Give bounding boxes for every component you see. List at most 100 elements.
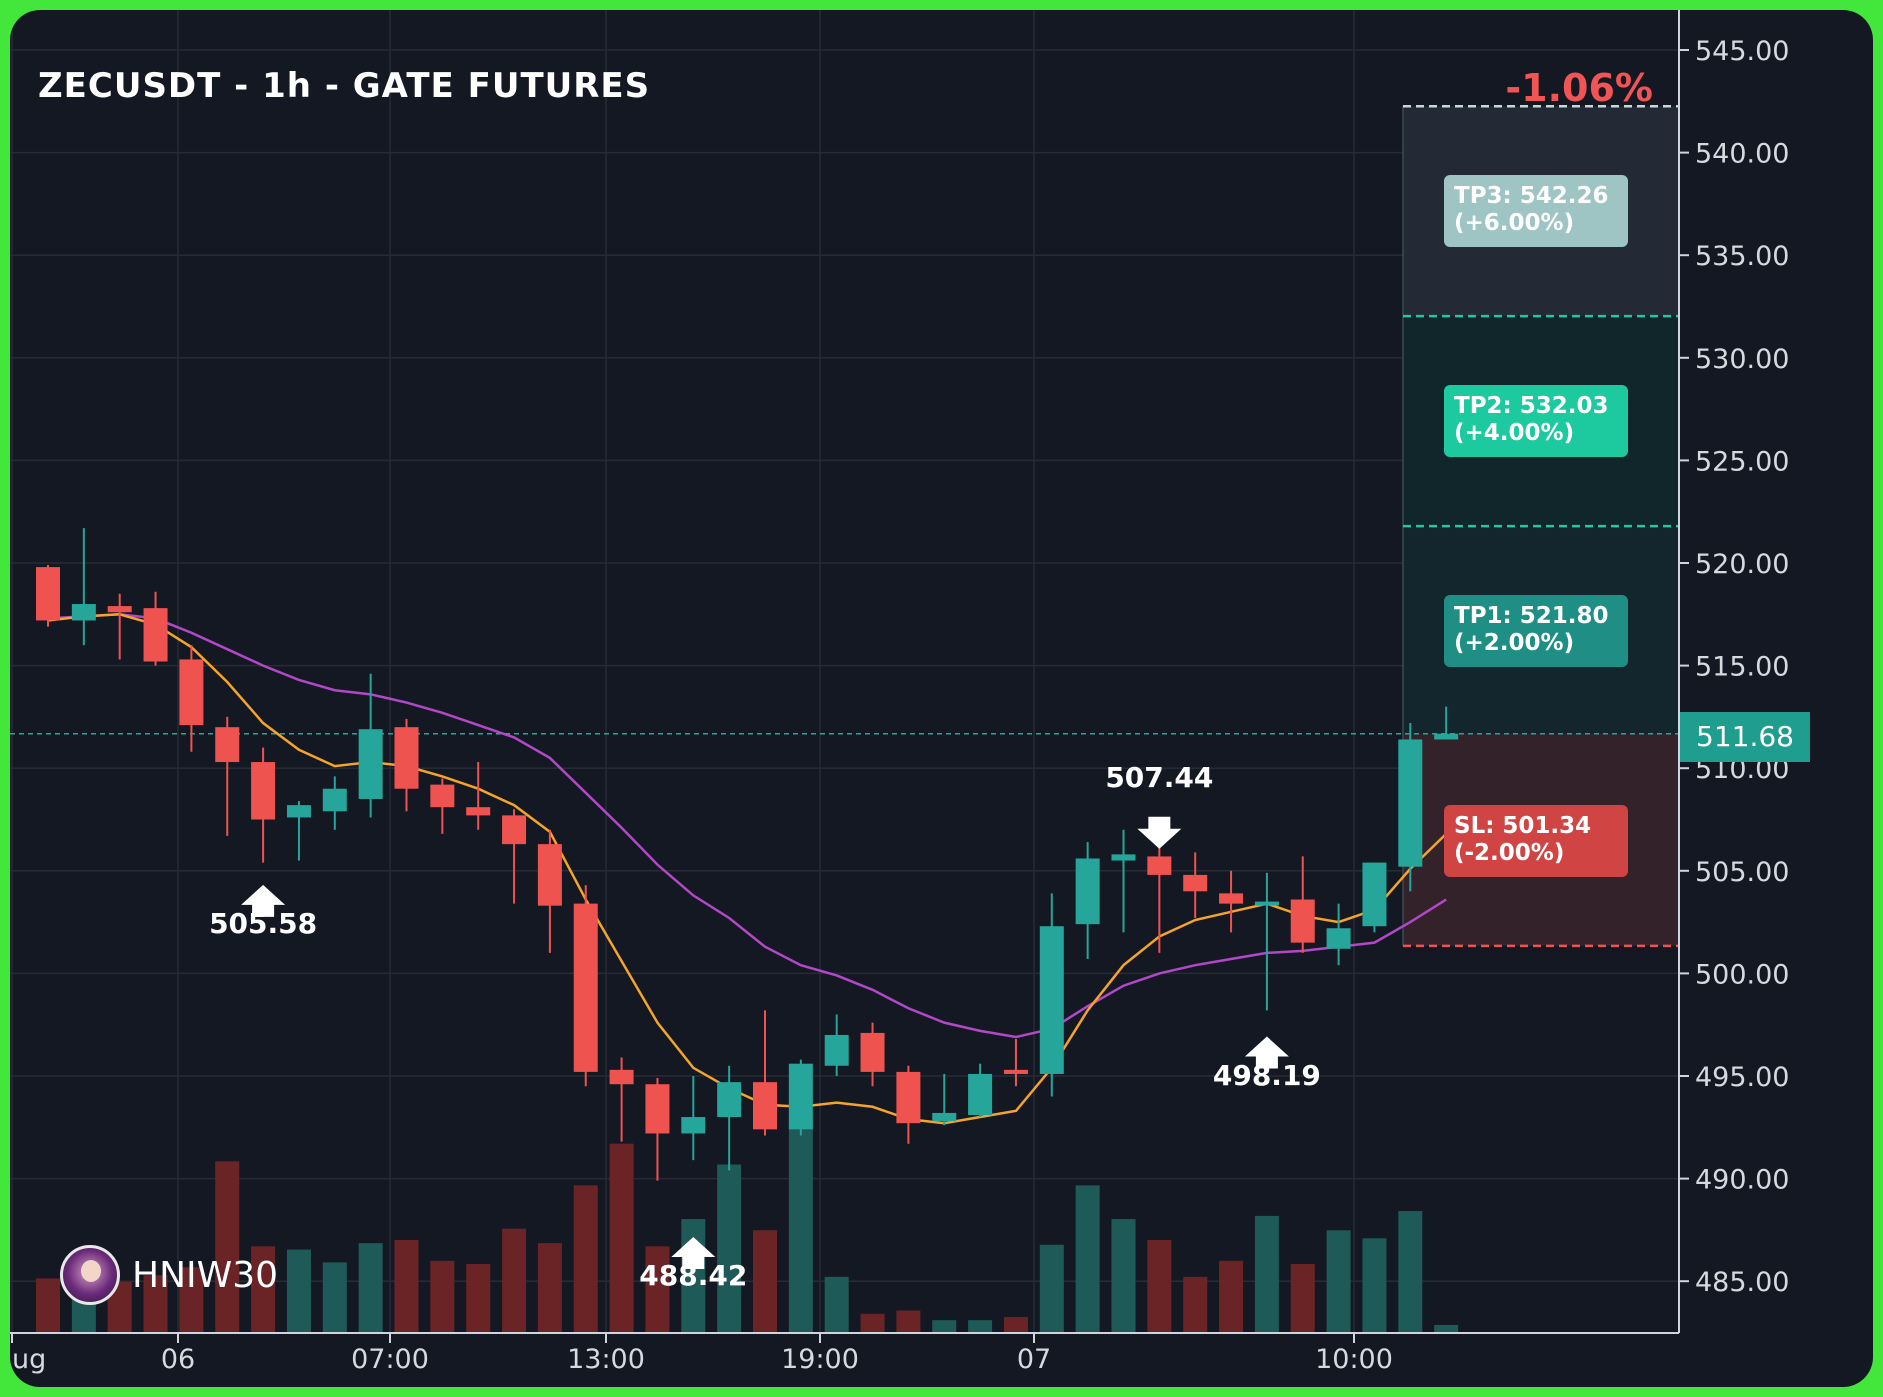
- candle-body: [1039, 926, 1064, 1074]
- volume-bar: [466, 1264, 491, 1333]
- volume-bar: [753, 1230, 777, 1333]
- candle-body: [286, 805, 311, 818]
- candle-body: [1003, 1069, 1028, 1074]
- pivot-up-arrow-icon: [241, 884, 286, 917]
- volume-bar: [537, 1243, 562, 1333]
- candle-body: [1326, 928, 1351, 949]
- y-tick-label: 535.00: [1695, 241, 1789, 272]
- volume-bar: [430, 1260, 455, 1333]
- tp1-percent-label: (+2.00%): [1454, 630, 1575, 656]
- y-tick-label: 505.00: [1695, 857, 1789, 888]
- volume-bar: [1290, 1264, 1315, 1333]
- volume-bar: [322, 1262, 347, 1333]
- pivot-price-label: 498.19: [1212, 1058, 1321, 1092]
- volume-bar: [1003, 1316, 1028, 1333]
- candle-body: [573, 903, 598, 1072]
- pivot-down-arrow-icon: [1137, 816, 1182, 849]
- y-tick-label: 525.00: [1695, 446, 1789, 477]
- candle-body: [1111, 854, 1136, 861]
- candle-body: [358, 729, 383, 799]
- candle-body: [1254, 901, 1279, 906]
- volume-bar: [968, 1320, 993, 1333]
- ma-slow-line: [47, 613, 1447, 1039]
- x-tick-label: 10:00: [1315, 1344, 1393, 1375]
- author-name: HNIW30: [132, 1254, 279, 1296]
- volume-bar: [896, 1310, 921, 1333]
- y-tick-label: 490.00: [1695, 1165, 1789, 1196]
- pivot-price-label: 505.58: [209, 906, 318, 940]
- candle-body: [466, 807, 491, 816]
- candle-body: [1362, 862, 1387, 927]
- volume-bar: [394, 1239, 419, 1333]
- candle-body: [645, 1084, 670, 1134]
- candle-body: [251, 762, 276, 820]
- candle-body: [1075, 858, 1100, 925]
- candle-body: [322, 788, 347, 812]
- candle-body: [717, 1082, 742, 1118]
- candle-body: [753, 1082, 777, 1130]
- y-tick-label: 530.00: [1695, 344, 1789, 375]
- current-price-badge: 511.68: [1680, 712, 1810, 762]
- volume-bar: [1326, 1230, 1351, 1333]
- chart-title: ZECUSDT - 1h - GATE FUTURES: [38, 66, 651, 106]
- candle-body: [537, 844, 562, 906]
- author-watermark: HNIW30: [60, 1245, 278, 1305]
- sl-price-label: SL: 501.34: [1454, 813, 1592, 839]
- y-tick-label: 545.00: [1695, 36, 1789, 67]
- candle-body: [824, 1034, 849, 1066]
- y-tick-label: 500.00: [1695, 959, 1789, 990]
- volume-bar: [1219, 1260, 1244, 1333]
- candle-body: [215, 727, 240, 763]
- volume-bar: [502, 1228, 527, 1333]
- tp2-price-label: TP2: 532.03: [1454, 393, 1609, 419]
- sl-badge: SL: 501.34 (-2.00%): [1444, 805, 1628, 877]
- tp3-price-label: TP3: 542.26: [1454, 183, 1609, 209]
- x-tick-label: ug: [12, 1344, 46, 1375]
- candle-body: [896, 1071, 921, 1124]
- avatar: [60, 1245, 120, 1305]
- tp1-price-label: TP1: 521.80: [1454, 603, 1609, 629]
- volume-bar: [358, 1243, 383, 1333]
- volume-bar: [36, 1278, 60, 1333]
- volume-bar: [215, 1161, 240, 1333]
- y-tick-label: 485.00: [1695, 1267, 1789, 1298]
- volume-bar: [1434, 1324, 1459, 1333]
- volume-bar: [251, 1246, 276, 1333]
- tp1-badge: TP1: 521.80 (+2.00%): [1444, 595, 1628, 667]
- x-tick-label: 07:00: [351, 1344, 429, 1375]
- volume-bar: [573, 1185, 598, 1333]
- volume-bar: [1075, 1185, 1100, 1333]
- volume-bar: [717, 1164, 742, 1333]
- tp3-badge: TP3: 542.26 (+6.00%): [1444, 175, 1628, 247]
- candle-body: [179, 659, 204, 726]
- sl-percent-label: (-2.00%): [1454, 840, 1565, 866]
- pivot-price-label: 488.42: [639, 1259, 748, 1293]
- tp3-percent-label: (+6.00%): [1454, 210, 1575, 236]
- tp2-percent-label: (+4.00%): [1454, 420, 1575, 446]
- candle-body: [1434, 733, 1459, 740]
- x-tick-label: 19:00: [781, 1344, 859, 1375]
- volume-bar: [1039, 1244, 1064, 1333]
- candle-body: [143, 608, 168, 662]
- candle-body: [1290, 899, 1315, 943]
- candle-body: [430, 784, 455, 808]
- candle-body: [1147, 856, 1172, 875]
- pivot-up-arrow-icon: [671, 1237, 716, 1270]
- volume-bar: [645, 1246, 670, 1333]
- chart-frame: 545.00 540.00 535.00 530.00 525.00 520.00 515.…: [10, 10, 1873, 1387]
- volume-bar: [1183, 1276, 1208, 1333]
- candle-body: [860, 1032, 885, 1072]
- candle-body: [932, 1112, 957, 1122]
- candle-body: [71, 604, 96, 621]
- candle-body: [609, 1069, 634, 1085]
- volume-bar: [788, 1118, 813, 1333]
- volume-bar: [286, 1249, 311, 1333]
- candle-body: [502, 815, 527, 845]
- volume-bar: [1147, 1239, 1172, 1333]
- x-tick-label: 06: [161, 1344, 195, 1375]
- volume-bar: [1254, 1215, 1279, 1333]
- volume-bar: [609, 1143, 634, 1333]
- x-tick-label: 07: [1017, 1344, 1051, 1375]
- candle-body: [1219, 893, 1244, 904]
- candle-body: [107, 606, 132, 613]
